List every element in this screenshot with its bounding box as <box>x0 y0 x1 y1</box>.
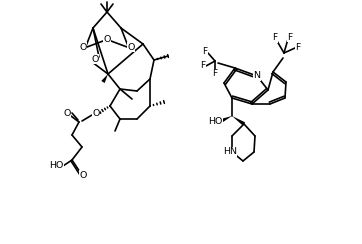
Text: N: N <box>253 71 261 81</box>
Text: O: O <box>63 109 71 118</box>
Text: F: F <box>287 32 292 41</box>
Text: F: F <box>295 43 300 52</box>
Text: HN: HN <box>223 148 237 156</box>
Text: O: O <box>92 110 100 119</box>
Text: O: O <box>127 42 135 51</box>
Text: HO: HO <box>49 162 63 171</box>
Text: F: F <box>212 70 218 79</box>
Polygon shape <box>101 74 108 83</box>
Text: O: O <box>79 171 87 180</box>
Text: F: F <box>273 33 278 42</box>
Text: F: F <box>201 61 206 71</box>
Polygon shape <box>220 116 232 123</box>
Text: O: O <box>103 35 111 44</box>
Text: O: O <box>79 42 87 51</box>
Text: F: F <box>202 47 207 55</box>
Polygon shape <box>232 116 245 126</box>
Text: HO: HO <box>208 118 222 126</box>
Text: O: O <box>91 54 99 63</box>
